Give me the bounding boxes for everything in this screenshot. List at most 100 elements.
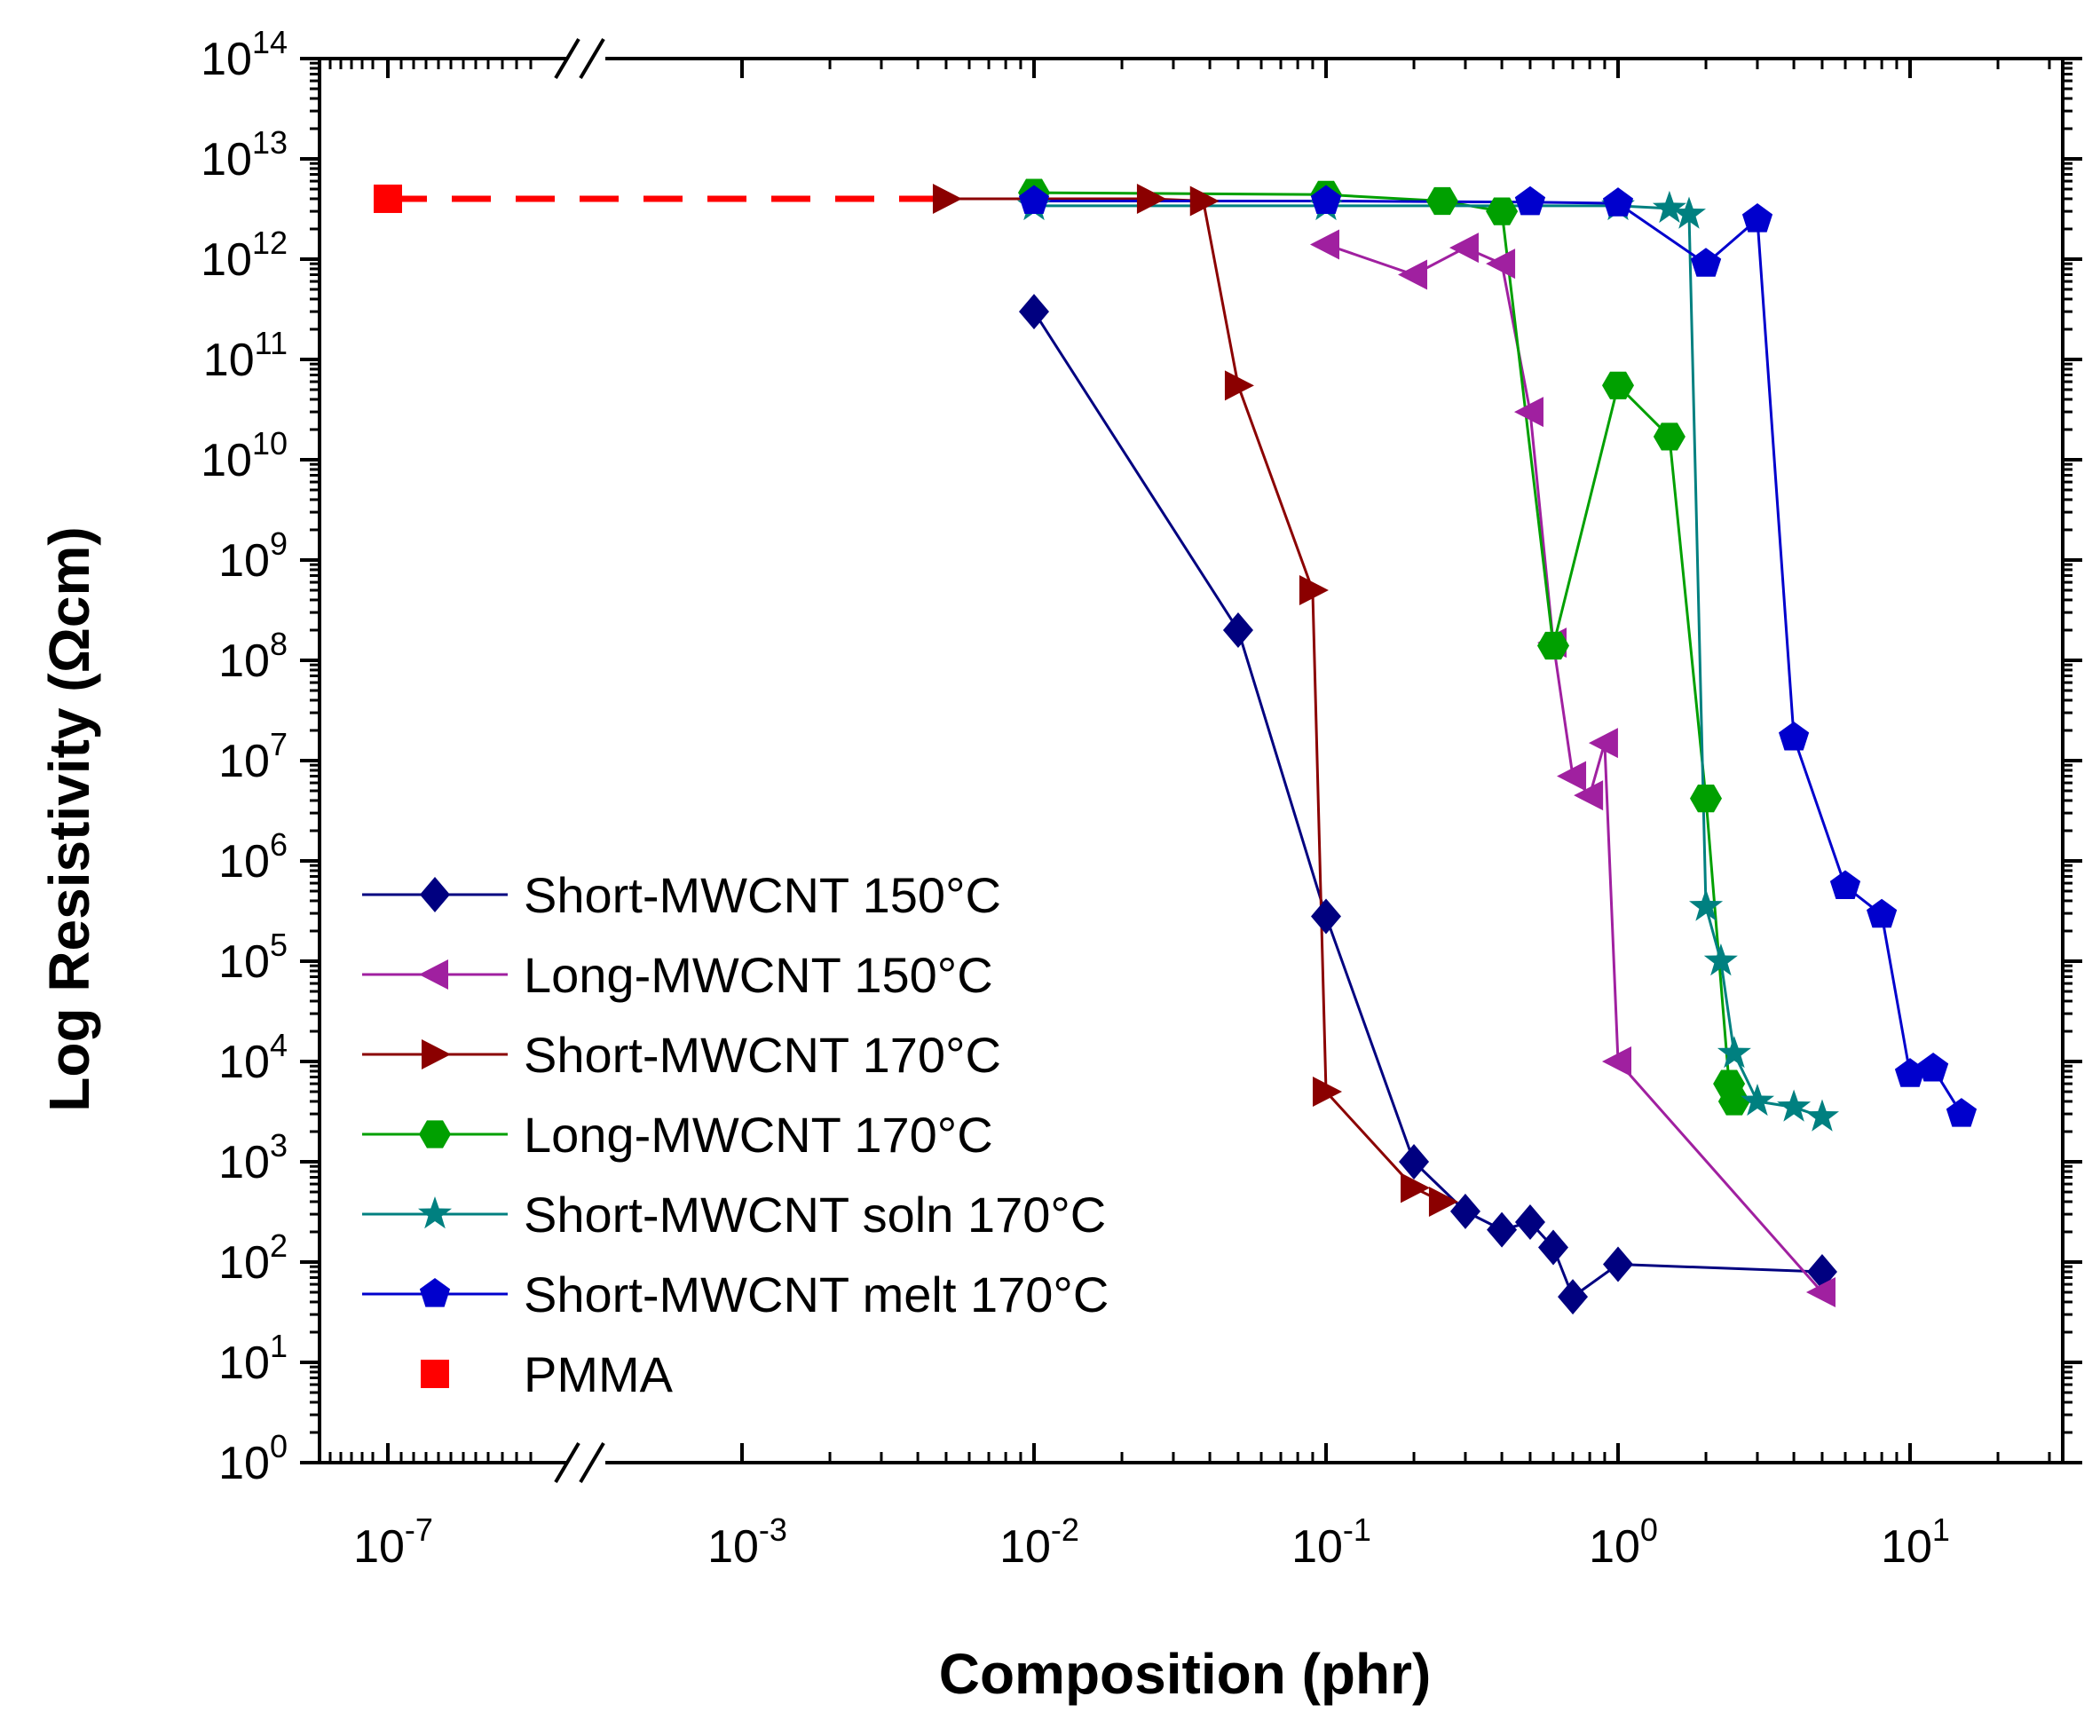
long-mwcnt-170-c-point: [1602, 371, 1634, 399]
short-mwcnt-150-c-point: [1558, 1279, 1589, 1315]
y-tick-label: 103: [218, 1127, 288, 1188]
y-tick-label: 102: [218, 1227, 288, 1289]
y-tick-label: 1013: [201, 124, 288, 185]
legend-marker-short-mwcnt-170-c: [422, 1039, 451, 1069]
y-axis-title: Log Resistivity (Ωcm): [37, 526, 101, 1111]
long-mwcnt-150-c-point: [1602, 1046, 1631, 1077]
short-mwcnt-soln-170-c-point: [1689, 888, 1724, 921]
long-mwcnt-150-c-point: [1513, 397, 1543, 428]
x-axis-title: Composition (phr): [939, 1642, 1432, 1706]
long-mwcnt-150-c-point: [1310, 229, 1339, 260]
long-mwcnt-170-c-point: [1425, 186, 1458, 216]
short-mwcnt-soln-170-c-point: [1652, 190, 1686, 224]
short-mwcnt-melt-170-c-point: [1946, 1098, 1978, 1127]
short-mwcnt-soln-170-c-point: [1703, 943, 1738, 976]
legend-label-long-mwcnt-150-c: Long-MWCNT 150°C: [524, 947, 993, 1003]
legend-label-long-mwcnt-170-c: Long-MWCNT 170°C: [524, 1107, 993, 1163]
y-tick-label: 1011: [203, 325, 288, 386]
short-mwcnt-soln-170-c-point: [1741, 1084, 1774, 1117]
short-mwcnt-150-c-point: [1603, 1246, 1633, 1282]
y-tick-label: 1012: [201, 225, 288, 286]
short-mwcnt-melt-170-c-point: [1690, 248, 1722, 277]
y-tick-label: 108: [218, 626, 288, 687]
legend: Short-MWCNT 150°C Long-MWCNT 150°C Short-M…: [362, 867, 1109, 1402]
pmma-point: [374, 184, 402, 213]
legend-marker-short-mwcnt-150-c: [420, 877, 450, 912]
short-mwcnt-soln-170-c-point: [1777, 1089, 1812, 1122]
long-mwcnt-170-c-point: [1653, 422, 1686, 451]
short-mwcnt-150-c-point: [1449, 1193, 1480, 1229]
legend-label-pmma: PMMA: [524, 1346, 674, 1402]
legend-marker-short-mwcnt-melt-170-c: [419, 1278, 451, 1307]
y-tick-label: 109: [218, 525, 288, 587]
top-axis-break-mark: [554, 37, 580, 80]
long-mwcnt-150-c-point: [1574, 780, 1604, 811]
short-mwcnt-150-c-point: [1487, 1211, 1518, 1248]
long-mwcnt-170-c-point: [1690, 785, 1722, 813]
short-mwcnt-150-c-point: [1019, 294, 1049, 330]
short-mwcnt-melt-170-c-point: [1867, 898, 1898, 928]
series-markers: [374, 178, 1978, 1315]
bottom-axis-break-mark: [554, 1441, 580, 1484]
x-tick-label: 10-2: [999, 1511, 1079, 1573]
y-tick-label: 1010: [201, 425, 288, 486]
short-mwcnt-170-c-point: [1299, 575, 1329, 606]
short-mwcnt-melt-170-c-point: [1018, 185, 1050, 214]
short-mwcnt-soln-170-c-point: [1804, 1099, 1839, 1132]
legend-marker-short-mwcnt-soln-170-c: [418, 1196, 452, 1229]
x-tick-label: 101: [1881, 1511, 1950, 1573]
short-mwcnt-170-c-point: [1428, 1186, 1458, 1217]
top-axis-break-mark: [579, 37, 605, 80]
long-mwcnt-170-c-point: [1537, 631, 1569, 660]
y-tick-label: 105: [218, 927, 288, 988]
y-tick-label: 1014: [201, 24, 288, 85]
bottom-axis-break-mark: [579, 1441, 605, 1484]
legend-marker-pmma: [421, 1360, 449, 1388]
long-mwcnt-150-c-point: [1557, 761, 1587, 792]
long-mwcnt-150-c-point: [1398, 259, 1428, 290]
short-mwcnt-melt-170-c-line: [1034, 200, 1963, 1115]
short-mwcnt-170-c-point: [932, 183, 962, 214]
short-mwcnt-150-c-point: [1538, 1229, 1569, 1266]
short-mwcnt-melt-170-c-point: [1741, 203, 1773, 233]
short-mwcnt-170-c-point: [1401, 1172, 1431, 1203]
y-tick-label: 104: [218, 1027, 288, 1088]
legend-label-short-mwcnt-170-c: Short-MWCNT 170°C: [524, 1027, 1001, 1083]
short-mwcnt-170-c-point: [1313, 1077, 1342, 1108]
short-mwcnt-soln-170-c-point: [1717, 1036, 1751, 1069]
short-mwcnt-170-c-line: [946, 197, 1443, 1203]
short-mwcnt-150-c-point: [1311, 898, 1341, 935]
short-mwcnt-150-c-point: [1222, 612, 1253, 648]
short-mwcnt-150-c-point: [1514, 1204, 1545, 1241]
short-mwcnt-soln-170-c-point: [1671, 196, 1706, 229]
long-mwcnt-170-c-point: [1486, 197, 1519, 225]
legend-label-short-mwcnt-melt-170-c: Short-MWCNT melt 170°C: [524, 1266, 1109, 1322]
y-tick-label: 106: [218, 826, 288, 888]
plot-frame: [318, 37, 2064, 1484]
short-mwcnt-melt-170-c-point: [1917, 1053, 1949, 1082]
legend-marker-long-mwcnt-170-c: [419, 1120, 451, 1148]
long-mwcnt-170-c-line: [1033, 191, 1736, 1102]
long-mwcnt-150-c-point: [1588, 728, 1618, 759]
short-mwcnt-melt-170-c-point: [1894, 1058, 1926, 1087]
long-mwcnt-150-c-point: [1805, 1277, 1836, 1308]
x-tick-label: 10-1: [1291, 1511, 1371, 1573]
short-mwcnt-150-c-point: [1399, 1144, 1430, 1180]
x-tick-label: 10-7: [353, 1511, 433, 1573]
short-mwcnt-170-c-point: [1136, 183, 1166, 214]
x-tick-label: 100: [1589, 1511, 1658, 1573]
long-mwcnt-170-c-point: [1717, 1087, 1750, 1116]
legend-label-short-mwcnt-150-c: Short-MWCNT 150°C: [524, 867, 1001, 923]
long-mwcnt-150-c-point: [1449, 233, 1479, 264]
legend-marker-long-mwcnt-150-c: [419, 959, 448, 990]
legend-label-short-mwcnt-soln-170-c: Short-MWCNT soln 170°C: [524, 1187, 1106, 1243]
x-tick-label: 10-3: [707, 1511, 787, 1573]
short-mwcnt-170-c-point: [1189, 185, 1220, 217]
short-mwcnt-soln-170-c-line: [1034, 204, 1823, 1118]
short-mwcnt-melt-170-c-point: [1779, 722, 1810, 751]
y-tick-label: 107: [218, 726, 288, 787]
short-mwcnt-melt-170-c-point: [1514, 185, 1546, 216]
short-mwcnt-melt-170-c-point: [1602, 187, 1634, 217]
y-tick-label: 101: [218, 1328, 288, 1389]
